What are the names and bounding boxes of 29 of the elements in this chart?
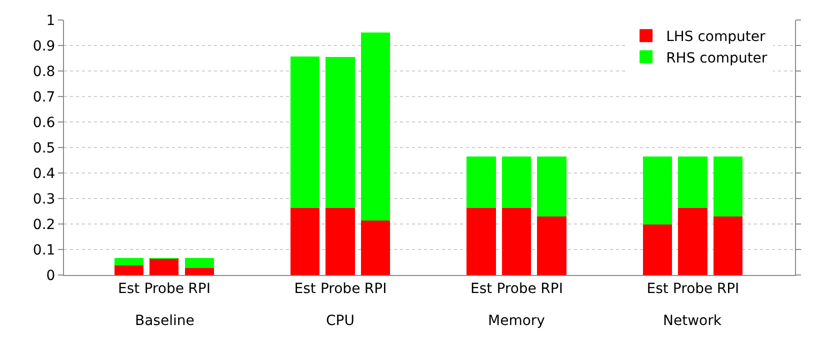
x-tick-label: Est (294, 280, 316, 297)
text: Network (663, 313, 722, 329)
x-tick-label: RPI (716, 280, 740, 297)
x-tick-label: Est (470, 280, 493, 297)
x-tick-label: Probe (144, 280, 184, 297)
x-tick-label: RPI (364, 280, 387, 297)
x-tick-label: RPI (188, 280, 210, 297)
legend-label: LHS computer (666, 29, 766, 46)
text: Baseline (135, 313, 194, 329)
y-tick-label: 0.2 (32, 216, 56, 233)
y-tick-label: 0.9 (32, 38, 56, 54)
y-tick-label: 0.4 (32, 166, 56, 182)
y-tick-label: 0.7 (32, 89, 56, 106)
text: Memory (488, 313, 545, 329)
x-tick-label: Probe (672, 280, 713, 297)
y-tick-label: 0.8 (32, 64, 56, 80)
x-tick-label: RPI (540, 280, 563, 297)
x-tick-label: Est (118, 280, 140, 297)
y-tick-label: 1 (46, 12, 56, 29)
x-tick-label: Probe (496, 280, 536, 297)
y-tick-label: 0.3 (32, 191, 56, 208)
y-tick-label: 0.5 (32, 140, 56, 156)
legend-label: RHS computer (666, 50, 768, 66)
y-tick-label: 0.1 (32, 242, 56, 258)
y-tick-label: 0.6 (32, 114, 56, 131)
y-tick-label: 0 (46, 268, 56, 284)
text: CPU (326, 313, 354, 329)
x-tick-label: Est (646, 280, 669, 297)
x-tick-label: Probe (320, 280, 360, 297)
